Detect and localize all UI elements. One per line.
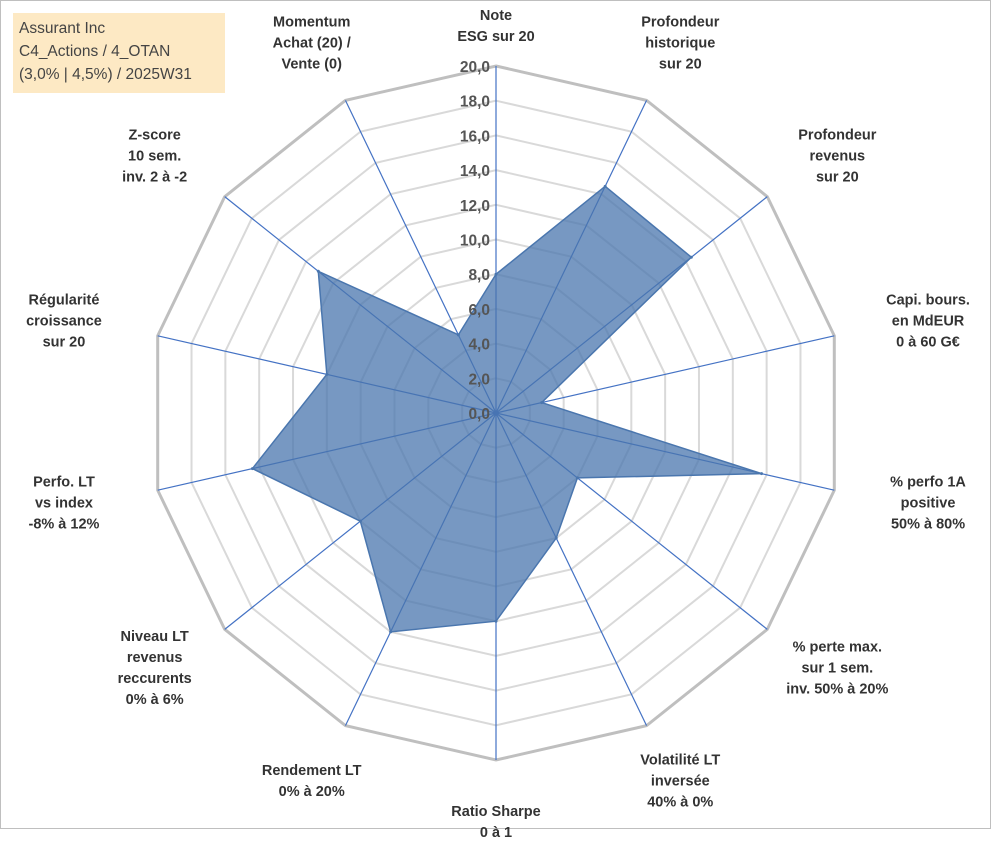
radar-series <box>250 184 764 634</box>
axis-label-1: Profondeur historique sur 20 <box>641 12 719 75</box>
axis-label-13-line-1: Achat (20) / <box>272 35 351 52</box>
axis-label-3-line-0: Capi. bours. <box>886 292 970 309</box>
axis-label-11-line-0: Régularité <box>28 292 100 309</box>
axis-label-9-line-0: Niveau LT <box>120 628 189 645</box>
axis-label-13-line-2: Vente (0) <box>281 56 342 73</box>
axis-label-6-line-1: inversée <box>650 773 710 790</box>
axis-label-5-line-2: inv. 50% à 20% <box>786 681 889 698</box>
axis-label-11: Régularité croissance sur 20 <box>26 290 102 353</box>
axis-label-3: Capi. bours. en MdEUR 0 à 60 G€ <box>886 290 970 353</box>
tick-label-4: 8,0 <box>468 267 490 284</box>
axis-label-12-line-2: inv. 2 à -2 <box>122 169 188 186</box>
tick-label-8: 16,0 <box>460 128 490 145</box>
axis-label-9: Niveau LT revenus reccurents 0% à 6% <box>118 627 192 711</box>
axis-label-3-line-2: 0 à 60 G€ <box>896 334 960 351</box>
axis-label-11-line-2: sur 20 <box>42 334 86 351</box>
data-point-3 <box>540 401 544 405</box>
axis-label-0-line-0: Note <box>479 8 513 24</box>
tick-label-6: 12,0 <box>460 198 490 215</box>
axis-label-6-line-0: Volatilité LT <box>640 752 721 769</box>
axis-label-1-line-1: historique <box>645 35 716 52</box>
axis-label-10-line-2: -8% à 12% <box>28 516 100 533</box>
axis-label-4-line-2: 50% à 80% <box>890 516 966 533</box>
data-point-8 <box>389 630 393 634</box>
axis-label-7: Ratio Sharpe 0 à 1 <box>451 802 540 844</box>
axis-label-12: Z-score 10 sem. inv. 2 à -2 <box>122 126 187 189</box>
axis-label-5-line-0: % perte max. <box>792 639 883 656</box>
title-line-company: Assurant Inc <box>19 20 106 37</box>
axis-label-3-line-1: en MdEUR <box>891 313 965 330</box>
tick-label-3: 6,0 <box>468 302 490 319</box>
axis-spoke-3 <box>495 335 835 414</box>
title-line-category: C4_Actions / 4_OTAN <box>19 43 171 60</box>
axis-label-4: % perfo 1A positive 50% à 80% <box>890 473 966 536</box>
axis-label-9-line-3: 0% à 6% <box>125 691 184 708</box>
axis-label-12-line-1: 10 sem. <box>128 148 182 165</box>
axis-label-12-line-0: Z-score <box>128 127 181 144</box>
axis-label-7-line-1: 0 à 1 <box>479 825 513 841</box>
axis-label-10-line-1: vs index <box>34 495 93 512</box>
axis-label-6: Volatilité LT inversée 40% à 0% <box>640 751 720 814</box>
axis-label-1-line-0: Profondeur <box>641 14 720 31</box>
data-point-6 <box>554 536 558 540</box>
radar-tick-labels: 0,0 2,0 4,0 6,0 8,0 10,0 12,0 14,0 16,0 18,0 20,0 <box>460 59 490 423</box>
axis-label-10: Perfo. LT vs index -8% à 12% <box>28 473 99 536</box>
axis-label-9-line-2: reccurents <box>117 670 192 687</box>
data-point-13 <box>456 333 460 337</box>
data-point-9 <box>358 519 362 523</box>
data-point-1 <box>603 184 607 188</box>
data-point-2 <box>689 255 693 259</box>
axis-label-8-line-0: Rendement LT <box>261 763 362 780</box>
axis-label-13: Momentum Achat (20) / Vente (0) <box>273 12 351 75</box>
title-line-params: (3,0% | 4,5%) / 2025W31 <box>19 66 192 83</box>
data-point-7 <box>494 619 498 623</box>
axis-label-13-line-0: Momentum <box>273 14 351 31</box>
data-point-4 <box>760 472 764 476</box>
tick-label-2: 4,0 <box>468 337 490 354</box>
axis-label-10-line-0: Perfo. LT <box>33 474 95 491</box>
data-point-12 <box>316 269 320 273</box>
data-point-5 <box>575 476 579 480</box>
axis-label-9-line-1: revenus <box>126 649 183 666</box>
axis-label-8: Rendement LT 0% à 20% <box>262 761 362 803</box>
axis-label-0-line-1: ESG sur 20 <box>457 29 535 45</box>
axis-label-2-line-1: revenus <box>809 148 866 165</box>
axis-label-11-line-1: croissance <box>26 313 102 330</box>
axis-label-2-line-2: sur 20 <box>815 169 859 186</box>
tick-label-9: 18,0 <box>460 94 490 111</box>
axis-label-4-line-1: positive <box>900 495 956 512</box>
tick-label-7: 14,0 <box>460 163 490 180</box>
axis-label-1-line-2: sur 20 <box>658 56 702 73</box>
axis-label-7-line-0: Ratio Sharpe <box>451 804 541 820</box>
tick-label-1: 2,0 <box>468 371 490 388</box>
axis-label-5: % perte max. sur 1 sem. inv. 50% à 20% <box>786 637 888 700</box>
axis-label-5-line-1: sur 1 sem. <box>801 660 874 677</box>
axis-label-8-line-1: 0% à 20% <box>278 784 345 801</box>
data-point-11 <box>325 372 329 376</box>
axis-label-6-line-2: 40% à 0% <box>647 794 714 811</box>
tick-label-0: 0,0 <box>468 406 490 423</box>
axis-label-2-line-0: Profondeur <box>798 127 877 144</box>
axis-label-2: Profondeur revenus sur 20 <box>798 126 876 189</box>
tick-label-5: 10,0 <box>460 233 490 250</box>
chart-title-box: Assurant Inc C4_Actions / 4_OTAN (3,0% |… <box>13 13 225 93</box>
tick-label-10: 20,0 <box>460 59 490 76</box>
axis-label-4-line-0: % perfo 1A <box>890 474 966 491</box>
axis-label-0: Note ESG sur 20 <box>457 6 534 48</box>
data-point-10 <box>250 467 254 471</box>
data-point-0 <box>494 272 498 276</box>
